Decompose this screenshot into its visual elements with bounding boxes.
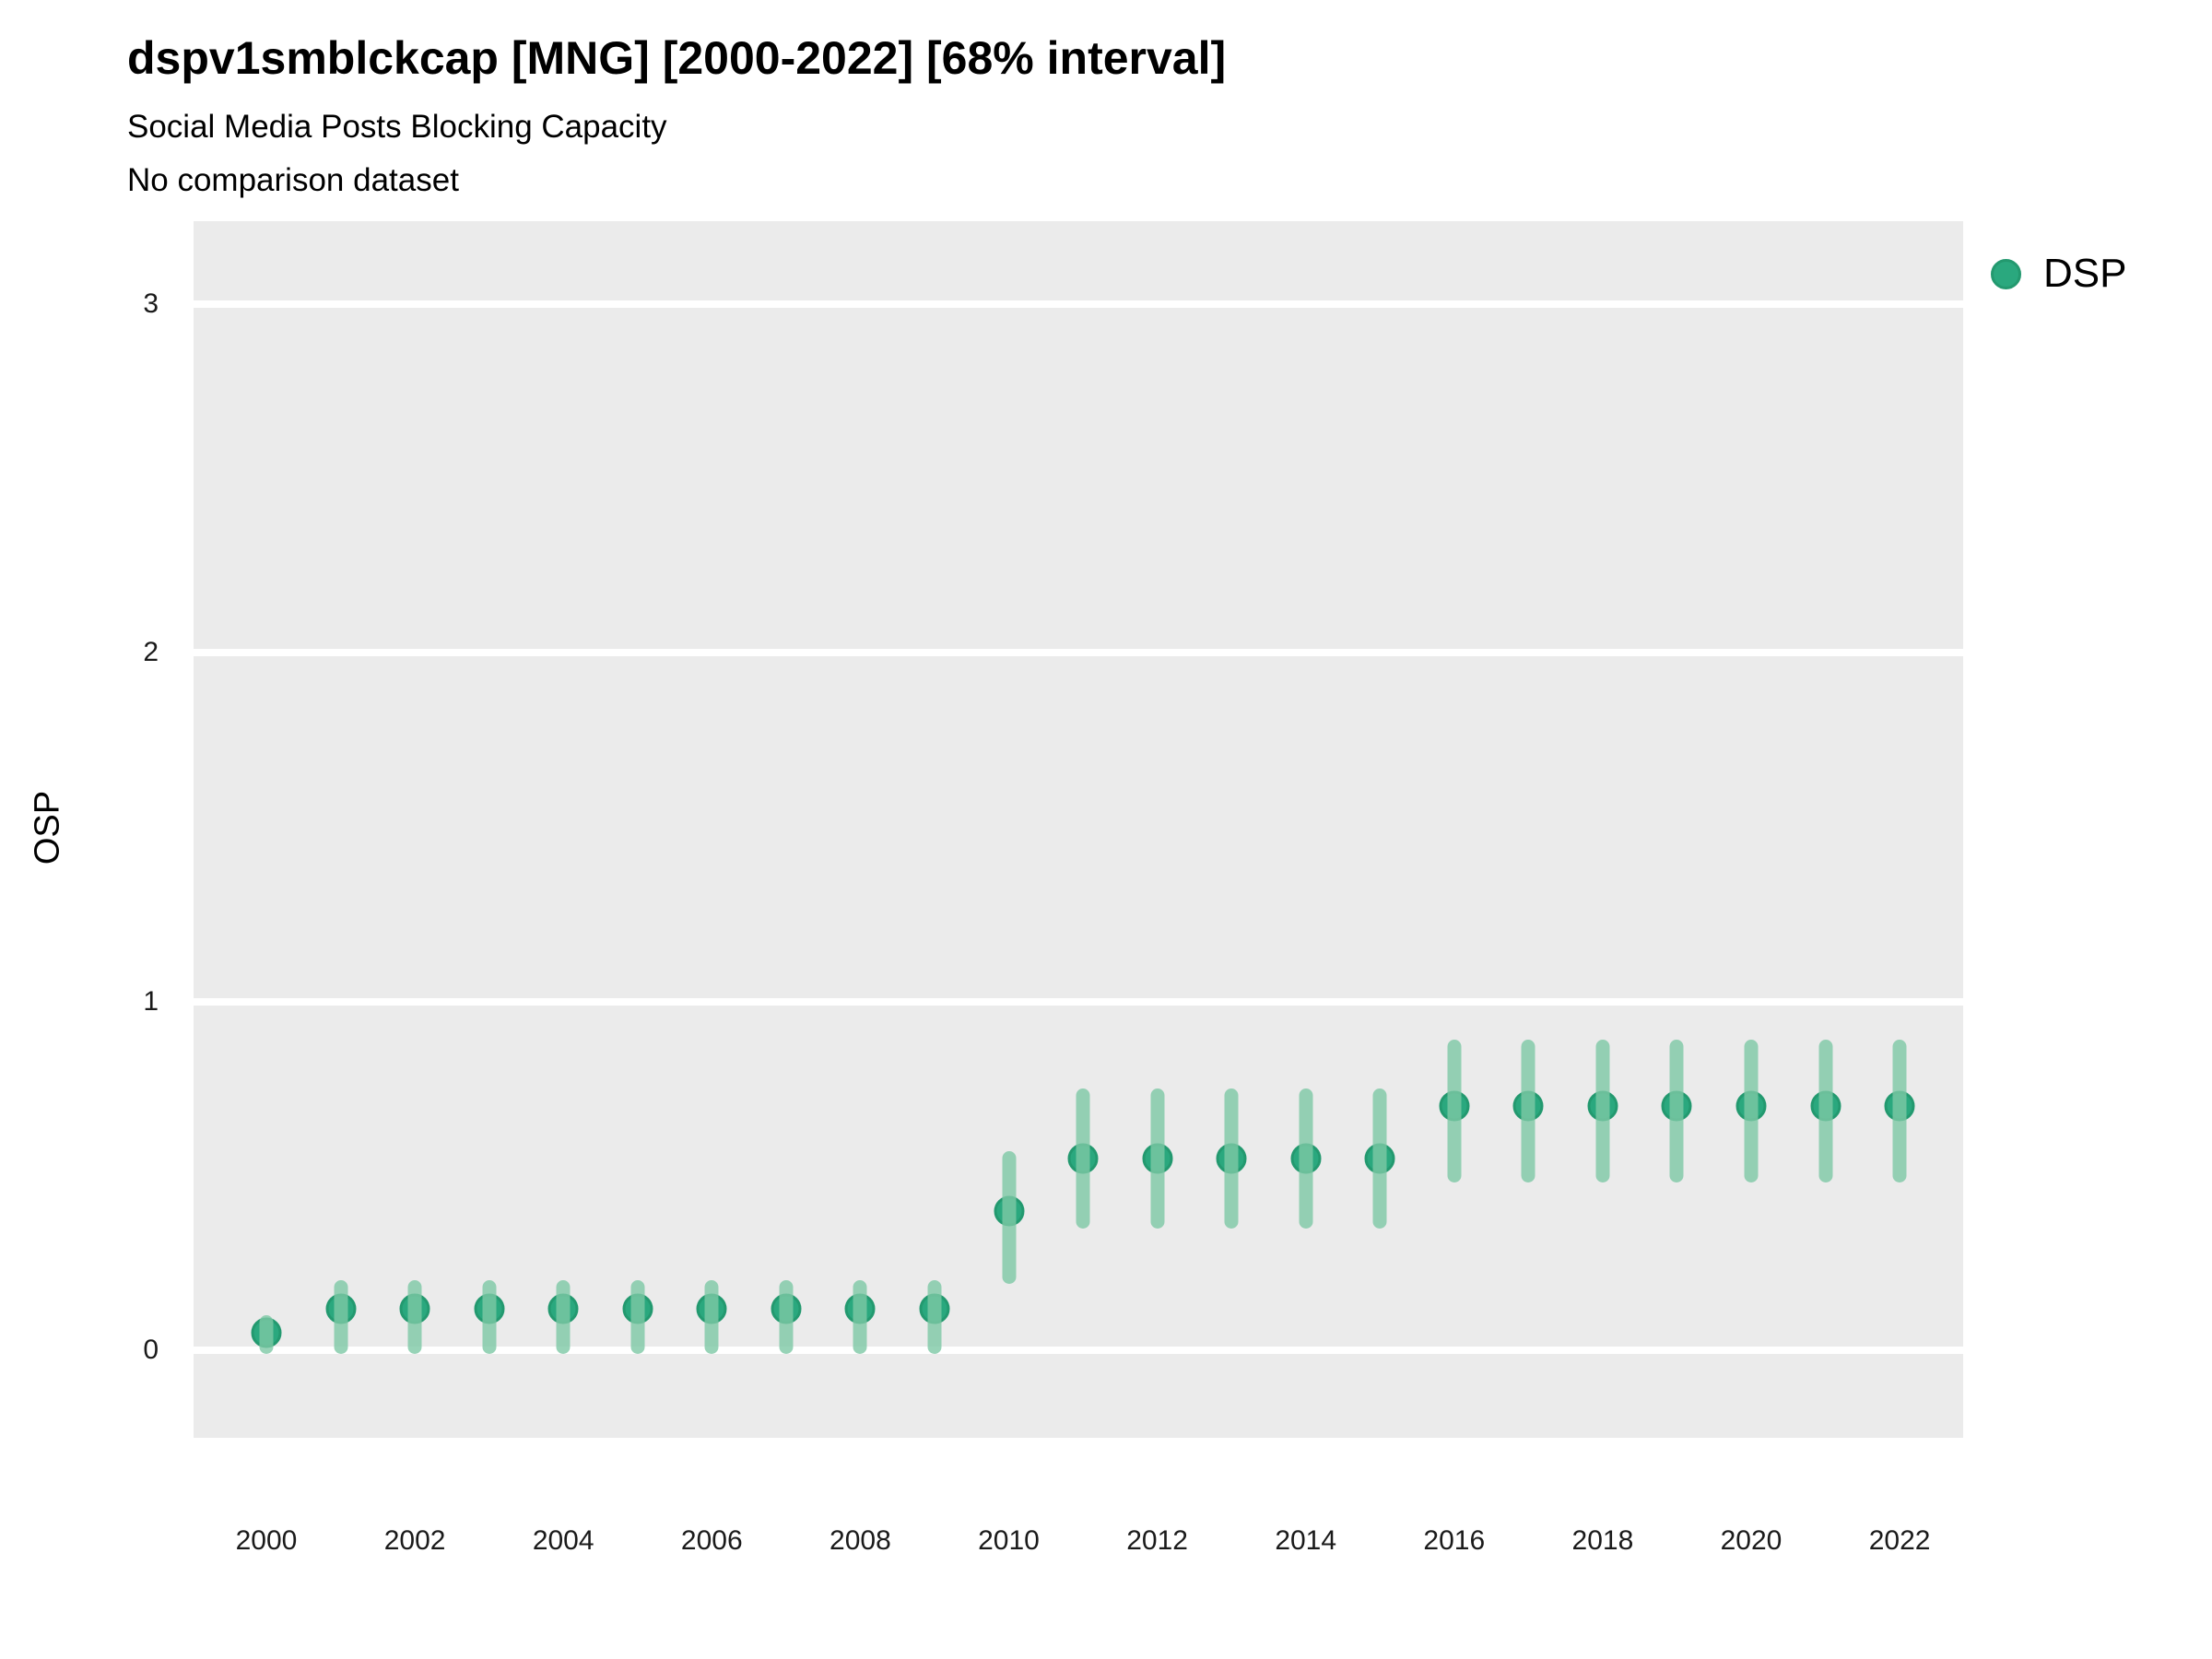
gridline <box>194 997 1963 1006</box>
gridline <box>194 649 1963 657</box>
x-tick-label: 2002 <box>383 1525 446 1556</box>
error-bar <box>853 1280 867 1354</box>
chart-note: No comparison dataset <box>127 162 459 198</box>
error-bar <box>1447 1040 1462 1183</box>
error-bar <box>482 1280 497 1354</box>
error-bar <box>779 1280 794 1354</box>
error-bar <box>259 1315 274 1354</box>
error-bar <box>704 1280 719 1354</box>
error-bar <box>334 1280 348 1354</box>
x-tick-label: 2014 <box>1275 1525 1337 1556</box>
error-bar <box>927 1280 942 1354</box>
legend-point-icon <box>1991 258 2021 289</box>
x-tick-label: 2000 <box>235 1525 298 1556</box>
error-bar <box>1372 1088 1387 1229</box>
error-bar <box>1224 1088 1239 1229</box>
error-bar <box>1076 1088 1090 1229</box>
x-tick-label: 2022 <box>1868 1525 1931 1556</box>
error-bar <box>1299 1088 1313 1229</box>
error-bar <box>630 1280 645 1354</box>
error-bar <box>556 1280 571 1354</box>
x-tick-label: 2012 <box>1126 1525 1188 1556</box>
error-bar <box>1002 1151 1016 1285</box>
error-bar <box>1818 1040 1833 1183</box>
y-tick-label: 3 <box>143 288 159 320</box>
error-bar <box>1150 1088 1165 1229</box>
x-tick-label: 2016 <box>1423 1525 1486 1556</box>
x-tick-label: 2020 <box>1720 1525 1783 1556</box>
plot-panel <box>194 221 1963 1438</box>
y-tick-label: 1 <box>143 985 159 1017</box>
x-tick-label: 2004 <box>532 1525 594 1556</box>
y-tick-label: 0 <box>143 1335 159 1365</box>
error-bar <box>1892 1040 1907 1183</box>
chart-subtitle: Social Media Posts Blocking Capacity <box>127 109 667 145</box>
x-tick-label: 2010 <box>978 1525 1040 1556</box>
legend-label: DSP <box>2043 251 2127 296</box>
y-tick-label: 2 <box>143 637 159 668</box>
error-bar <box>407 1280 422 1354</box>
legend: DSP <box>1991 251 2126 297</box>
y-axis-title: OSP <box>28 790 67 865</box>
gridline <box>194 1347 1963 1354</box>
x-tick-label: 2018 <box>1571 1525 1634 1556</box>
x-tick-label: 2006 <box>680 1525 743 1556</box>
error-bar <box>1744 1040 1759 1183</box>
error-bar <box>1521 1040 1535 1183</box>
error-bar <box>1595 1040 1610 1183</box>
error-bar <box>1669 1040 1684 1183</box>
chart-title: dspv1smblckcap [MNG] [2000-2022] [68% in… <box>127 32 1227 84</box>
x-tick-label: 2008 <box>830 1525 891 1556</box>
gridline <box>194 300 1963 309</box>
